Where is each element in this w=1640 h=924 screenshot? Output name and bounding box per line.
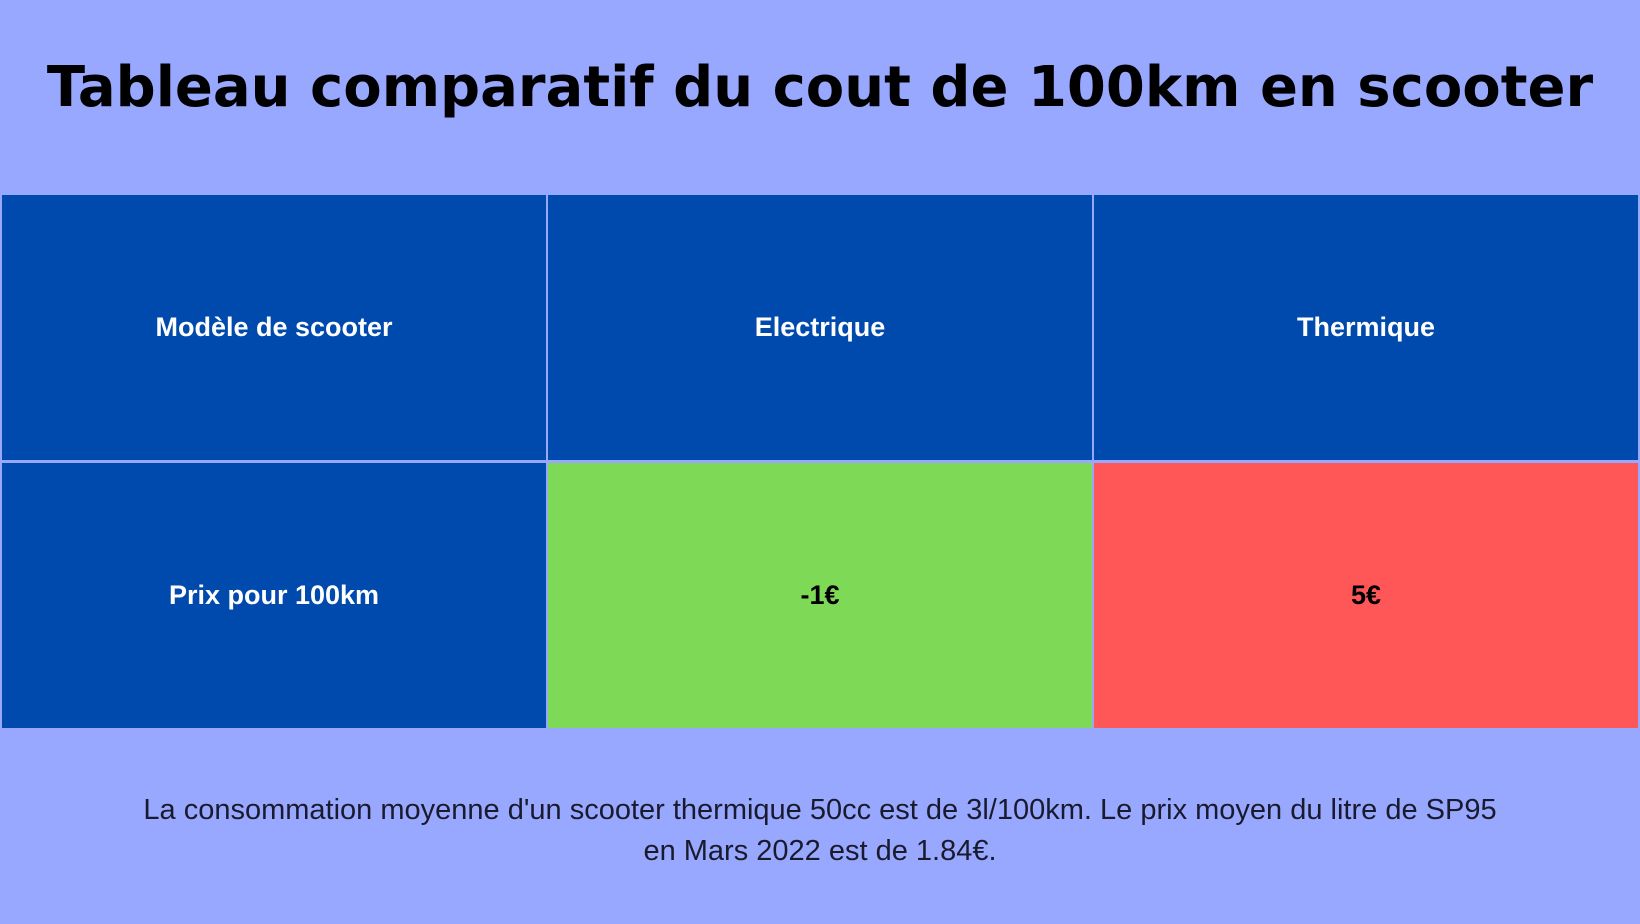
- page-title: Tableau comparatif du cout de 100km en s…: [46, 55, 1594, 120]
- comparison-table: Modèle de scooter Electrique Thermique P…: [2, 195, 1638, 728]
- footnote-text: La consommation moyenne d'un scooter the…: [143, 794, 1497, 867]
- row-label-price: Prix pour 100km: [2, 463, 546, 728]
- price-electric: -1€: [548, 463, 1092, 728]
- header-row-label: Modèle de scooter: [2, 195, 546, 460]
- header-thermal: Thermique: [1094, 195, 1638, 460]
- header-electric: Electrique: [548, 195, 1092, 460]
- price-thermal: 5€: [1094, 463, 1638, 728]
